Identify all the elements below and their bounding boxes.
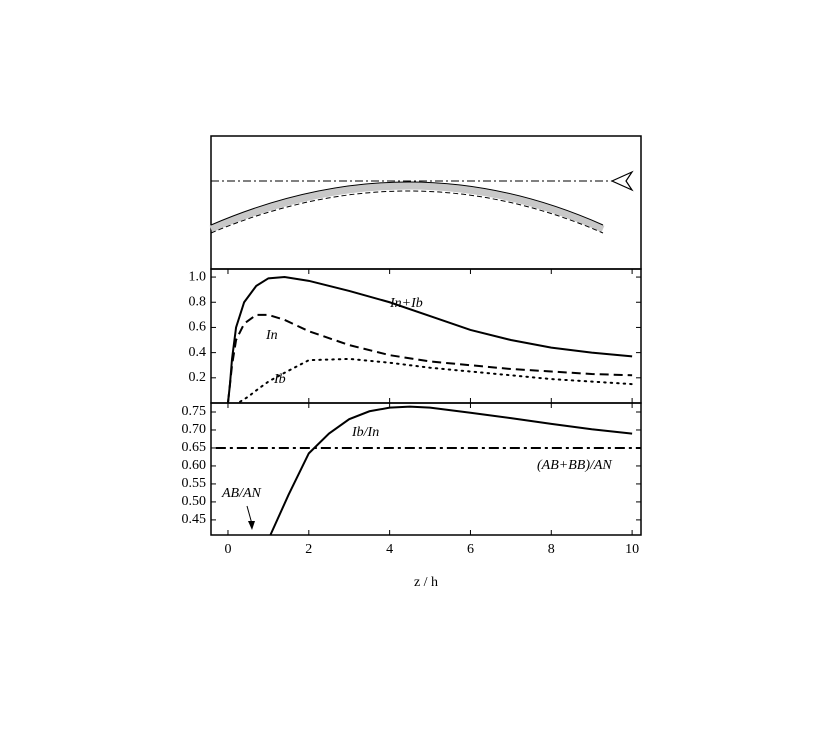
x-axis-label: z / h <box>414 575 438 590</box>
eye <box>610 170 634 192</box>
annotation-arrowhead <box>248 521 255 530</box>
y-tick-label: 0.6 <box>189 320 207 335</box>
x-tick-label: 0 <box>224 542 231 557</box>
series-label: Ib/In <box>351 425 379 440</box>
series-line <box>269 405 633 536</box>
series-label: (AB+BB)/AN <box>537 458 612 473</box>
series-label: In <box>265 328 278 343</box>
x-tick-label: 6 <box>467 542 474 557</box>
y-tick-label: 0.75 <box>182 404 207 419</box>
layer-top <box>210 181 604 226</box>
y-tick-label: 0.45 <box>182 512 207 527</box>
x-tick-label: 4 <box>386 542 393 557</box>
series-label: In+Ib <box>389 296 423 311</box>
plot-frame <box>210 402 642 536</box>
series-line <box>239 357 634 403</box>
y-tick-label: 1.0 <box>189 269 207 284</box>
series-line <box>226 276 633 404</box>
layer-band <box>209 182 605 233</box>
layer-bottom <box>210 190 604 234</box>
x-tick-label: 2 <box>305 542 312 557</box>
y-tick-label: 0.70 <box>182 422 207 437</box>
y-tick-label: 0.55 <box>182 476 207 491</box>
schematic <box>209 135 642 270</box>
series-label: Ib <box>273 372 286 387</box>
annotation: AB/AN <box>221 486 262 501</box>
x-tick-label: 10 <box>625 542 639 557</box>
y-tick-label: 0.8 <box>189 294 207 309</box>
x-tick-label: 8 <box>548 542 555 557</box>
y-tick-label: 0.4 <box>189 345 207 360</box>
y-tick-label: 0.2 <box>189 370 207 385</box>
y-tick-label: 0.65 <box>182 440 207 455</box>
series-line <box>226 313 633 404</box>
y-tick-label: 0.60 <box>182 458 207 473</box>
y-tick-label: 0.50 <box>182 494 207 509</box>
